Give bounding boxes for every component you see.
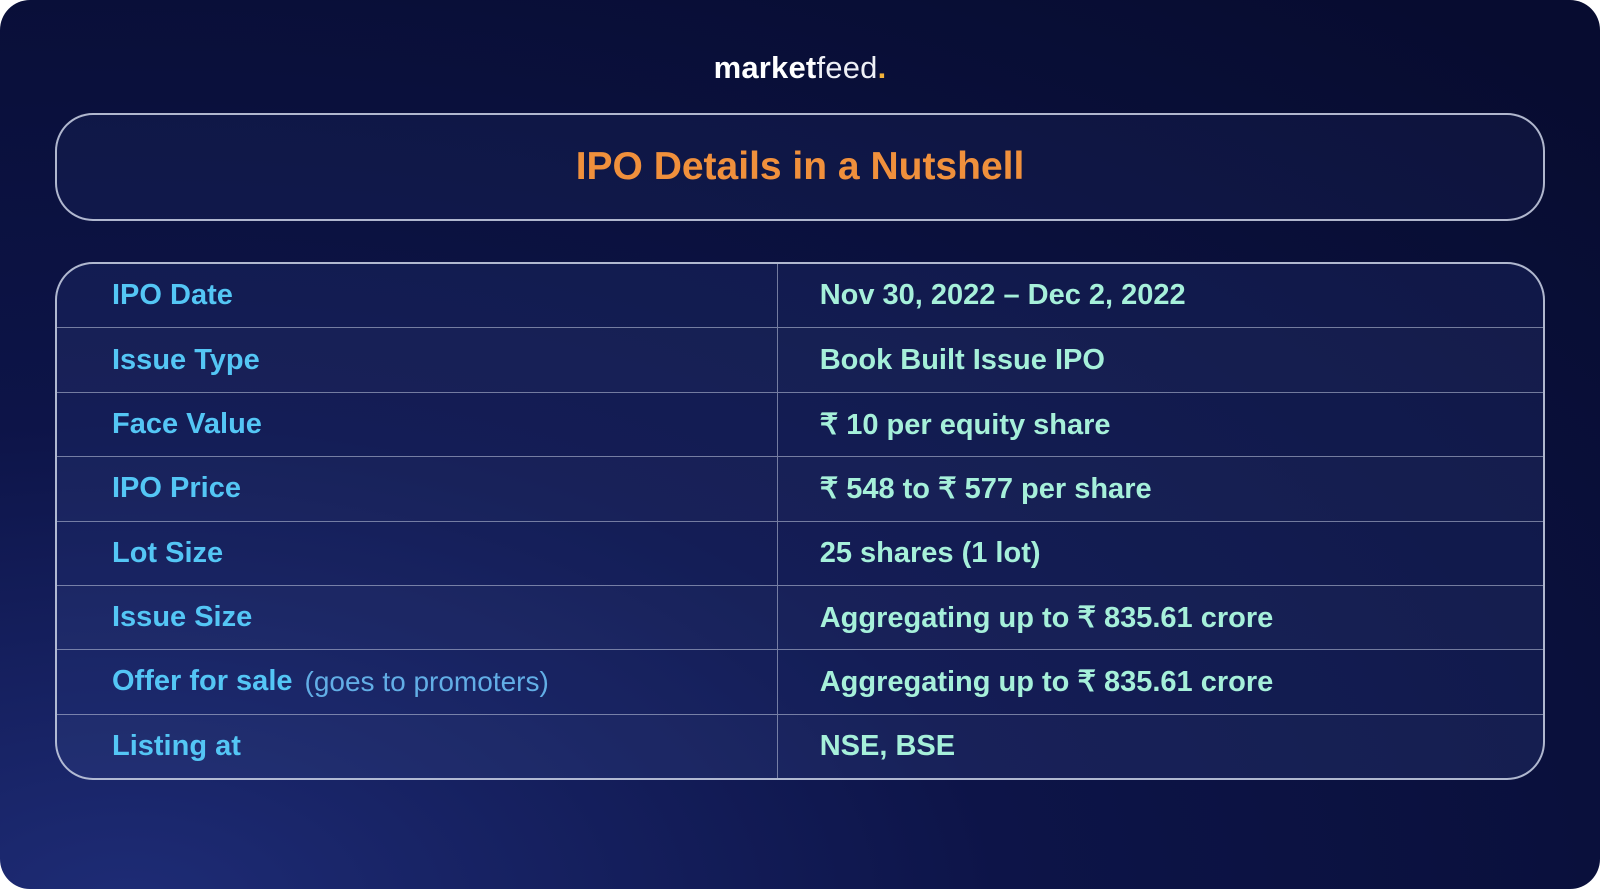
page-title: IPO Details in a Nutshell (575, 145, 1025, 188)
table-row: Issue Size Aggregating up to ₹ 835.61 cr… (57, 584, 1543, 650)
row-label: Listing at (112, 729, 241, 762)
row-label: IPO Price (112, 472, 241, 505)
row-label-cell: IPO Date (57, 264, 778, 328)
row-value: Book Built Issue IPO (819, 343, 1105, 376)
table-row: IPO Date Nov 30, 2022 – Dec 2, 2022 (57, 264, 1543, 328)
row-label-cell: Issue Type (57, 328, 778, 392)
row-value: Aggregating up to ₹ 835.61 crore (819, 666, 1274, 699)
row-value-cell: ₹ 10 per equity share (778, 393, 1543, 456)
logo-text-market: market (713, 50, 817, 85)
row-value-cell: Aggregating up to ₹ 835.61 crore (778, 650, 1543, 713)
row-value-cell: 25 shares (1 lot) (778, 522, 1543, 585)
row-label-note: (goes to promoters) (304, 665, 549, 697)
table-row: IPO Price ₹ 548 to ₹ 577 per share (57, 456, 1543, 521)
row-value-cell: Aggregating up to ₹ 835.61 crore (778, 586, 1543, 649)
row-label: Issue Size (112, 601, 253, 634)
table-row: Offer for sale (goes to promoters) Aggre… (57, 649, 1543, 714)
row-label: Issue Type (112, 343, 260, 376)
row-value: NSE, BSE (819, 729, 956, 762)
row-value-cell: ₹ 548 to ₹ 577 per share (778, 457, 1543, 520)
row-label-cell: Face Value (57, 392, 778, 457)
row-label: Face Value (112, 407, 262, 440)
logo-text-feed: feed (816, 50, 878, 85)
row-value: ₹ 10 per equity share (819, 408, 1111, 441)
title-banner: IPO Details in a Nutshell (55, 113, 1545, 221)
table-row: Issue Type Book Built Issue IPO (57, 327, 1543, 392)
row-label-cell: IPO Price (57, 457, 778, 521)
row-value-cell: NSE, BSE (778, 715, 1543, 778)
row-label: Offer for sale (112, 665, 293, 698)
row-label-cell: Issue Size (57, 585, 778, 650)
logo-dot: . (877, 50, 887, 85)
ipo-details-table: IPO Date Nov 30, 2022 – Dec 2, 2022 Issu… (55, 262, 1545, 780)
row-value: Nov 30, 2022 – Dec 2, 2022 (819, 279, 1186, 312)
row-value-cell: Nov 30, 2022 – Dec 2, 2022 (778, 264, 1543, 327)
table-row: Face Value ₹ 10 per equity share (57, 391, 1543, 457)
row-label: Lot Size (112, 536, 224, 569)
row-value: Aggregating up to ₹ 835.61 crore (819, 602, 1274, 635)
table-row: Lot Size 25 shares (1 lot) (57, 520, 1543, 585)
marketfeed-logo: marketfeed. (0, 50, 1600, 86)
row-label: IPO Date (112, 279, 233, 312)
row-label-cell: Listing at (57, 714, 778, 778)
row-value: 25 shares (1 lot) (819, 536, 1041, 569)
row-value: ₹ 548 to ₹ 577 per share (819, 473, 1152, 506)
row-label-cell: Offer for sale (goes to promoters) (57, 650, 778, 714)
row-label-cell: Lot Size (57, 521, 778, 585)
table-row: Listing at NSE, BSE (57, 713, 1543, 778)
row-value-cell: Book Built Issue IPO (778, 328, 1543, 391)
